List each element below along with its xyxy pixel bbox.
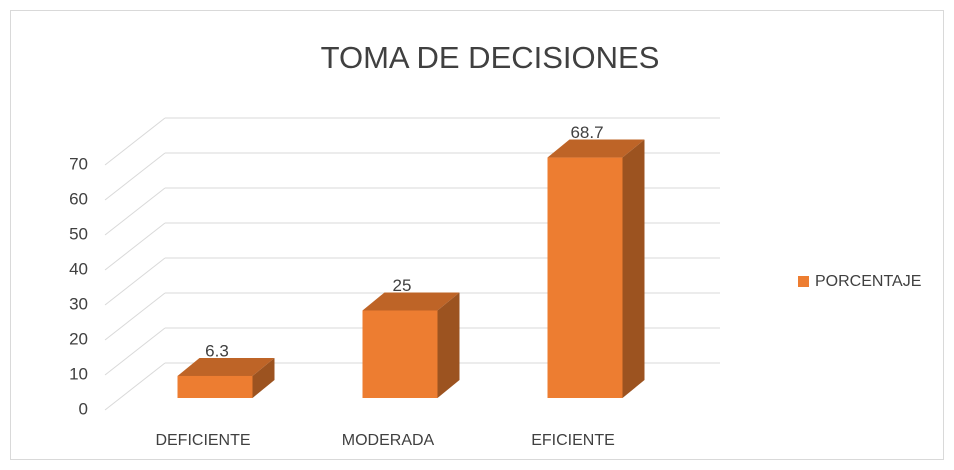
grid-line-depth [104, 187, 166, 236]
value-label: 25 [393, 276, 412, 295]
bar-side [622, 139, 645, 399]
bar [547, 157, 623, 398]
value-label: 68.7 [570, 123, 603, 142]
grid-line-depth [104, 222, 166, 271]
grid-line-depth [104, 292, 166, 341]
grid-line-depth [104, 257, 166, 306]
x-tick-label: DEFICIENTE [155, 432, 250, 449]
bar-side [437, 292, 460, 398]
grid-line-depth [104, 362, 166, 411]
bar-side [252, 357, 275, 398]
y-tick-label: 10 [69, 364, 88, 383]
bar [362, 310, 438, 398]
x-tick-label: MODERADA [342, 432, 435, 449]
bar-top [547, 139, 645, 158]
bar [177, 375, 253, 398]
grid-line-depth [104, 152, 166, 201]
bar-top [362, 292, 460, 311]
y-tick-label: 60 [69, 189, 88, 208]
chart-title: TOMA DE DECISIONES [321, 40, 660, 75]
y-tick-label: 20 [69, 329, 88, 348]
grid-line-depth [104, 117, 166, 166]
y-tick-label: 0 [79, 399, 88, 418]
y-tick-label: 50 [69, 224, 88, 243]
bar-top [177, 357, 275, 376]
x-tick-label: EFICIENTE [531, 432, 615, 449]
y-tick-label: 70 [69, 154, 88, 173]
legend-swatch [798, 276, 809, 287]
chart-border [10, 10, 944, 460]
legend-label: PORCENTAJE [815, 273, 921, 290]
grid-line-depth [104, 327, 166, 376]
y-tick-label: 30 [69, 294, 88, 313]
y-tick-label: 40 [69, 259, 88, 278]
value-label: 6.3 [205, 341, 229, 360]
